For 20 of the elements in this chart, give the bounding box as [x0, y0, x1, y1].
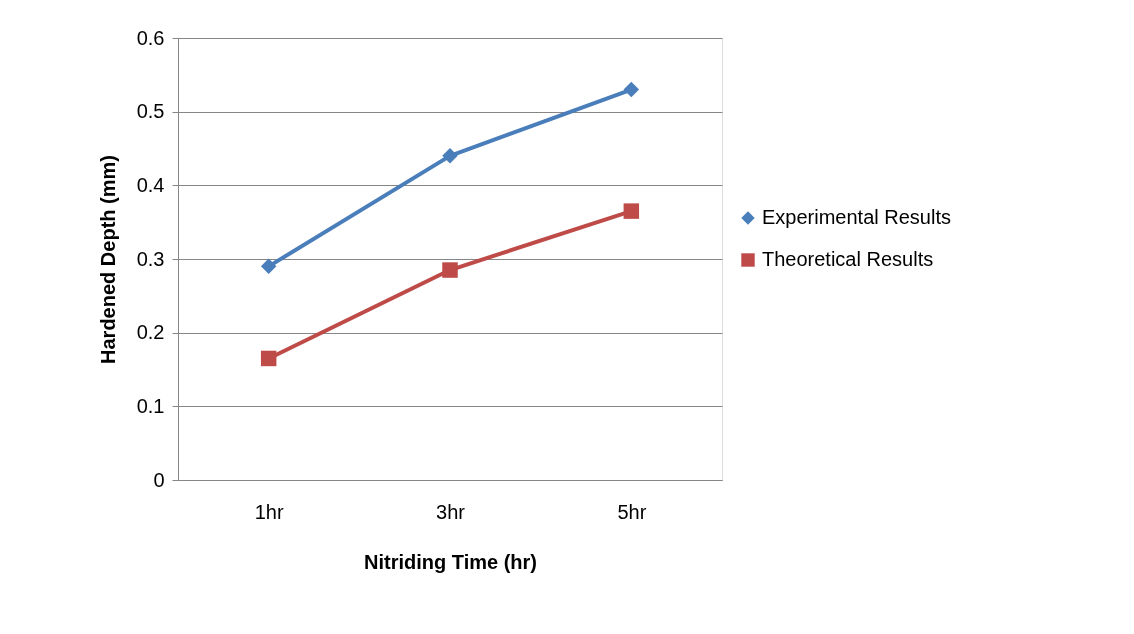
x-tick-label: 1hr: [254, 500, 284, 523]
y-tick-label: 0.4: [136, 173, 165, 196]
y-tick-label: 0.5: [136, 100, 165, 123]
y-tick-label: 0.6: [136, 26, 165, 49]
y-tick-label: 0: [153, 468, 165, 491]
point: [260, 258, 277, 275]
point: [442, 262, 458, 278]
point: [260, 350, 277, 367]
point: [623, 203, 640, 219]
y-tick-label: 0.1: [136, 394, 165, 417]
legend-label: Experimental Results: [762, 206, 951, 228]
y-tick-label: 0.3: [136, 247, 165, 270]
x-tick-label: 5hr: [617, 500, 647, 523]
x-tick-label: 3hr: [436, 500, 466, 523]
x-axis-title: Nitriding Time (hr): [364, 550, 537, 573]
point: [623, 81, 640, 98]
y-axis-title: Hardened Depth (mm): [96, 155, 119, 364]
y-tick-label: 0.2: [136, 321, 165, 344]
legend-label: Theoretical Results: [762, 248, 934, 270]
point: [442, 148, 458, 164]
